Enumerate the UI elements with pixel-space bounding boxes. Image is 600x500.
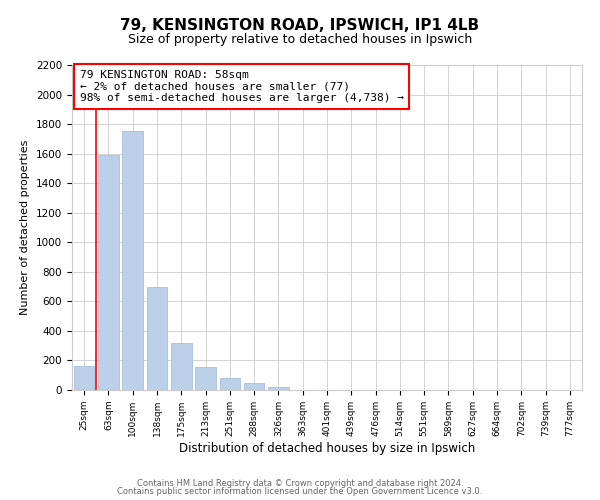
X-axis label: Distribution of detached houses by size in Ipswich: Distribution of detached houses by size … xyxy=(179,442,475,454)
Bar xyxy=(268,387,289,390)
Text: 79, KENSINGTON ROAD, IPSWICH, IP1 4LB: 79, KENSINGTON ROAD, IPSWICH, IP1 4LB xyxy=(121,18,479,32)
Bar xyxy=(146,286,167,390)
Bar xyxy=(220,378,240,390)
Bar xyxy=(122,132,143,390)
Bar xyxy=(195,367,216,390)
Bar xyxy=(244,384,265,390)
Text: Contains public sector information licensed under the Open Government Licence v3: Contains public sector information licen… xyxy=(118,487,482,496)
Text: Size of property relative to detached houses in Ipswich: Size of property relative to detached ho… xyxy=(128,32,472,46)
Bar xyxy=(74,366,94,390)
Text: 79 KENSINGTON ROAD: 58sqm
← 2% of detached houses are smaller (77)
98% of semi-d: 79 KENSINGTON ROAD: 58sqm ← 2% of detach… xyxy=(80,70,404,103)
Y-axis label: Number of detached properties: Number of detached properties xyxy=(20,140,31,315)
Bar xyxy=(98,155,119,390)
Text: Contains HM Land Registry data © Crown copyright and database right 2024.: Contains HM Land Registry data © Crown c… xyxy=(137,478,463,488)
Bar xyxy=(171,344,191,390)
